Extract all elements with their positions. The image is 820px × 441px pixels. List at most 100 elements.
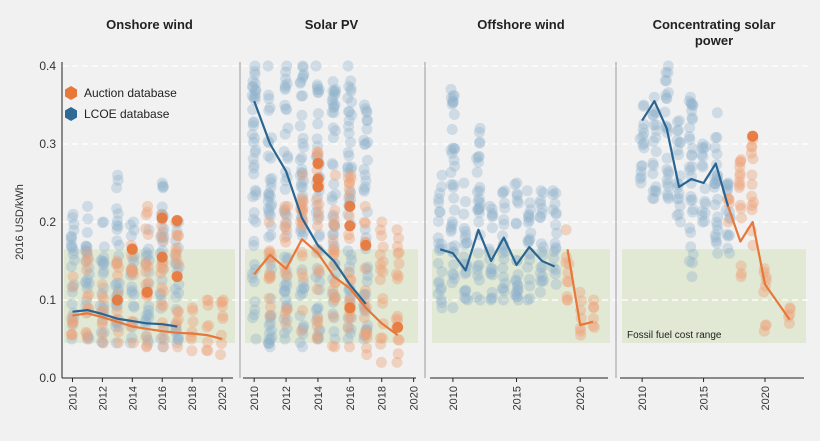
lcoe-point: [265, 293, 277, 305]
lcoe-point: [661, 163, 673, 175]
auction-point: [361, 349, 373, 361]
lcoe-point: [328, 326, 340, 338]
lcoe-point: [448, 179, 460, 191]
auction-point: [112, 326, 124, 338]
lcoe-point: [699, 198, 711, 210]
lcoe-point: [474, 122, 486, 134]
lcoe-point: [473, 216, 485, 228]
x-tick-label: 2010: [448, 386, 460, 410]
auction-point: [311, 148, 323, 160]
auction-point: [128, 269, 140, 281]
lcoe-point: [169, 283, 181, 295]
auction-point: [312, 147, 324, 159]
auction-point: [187, 316, 199, 328]
lcoe-point: [279, 203, 291, 215]
lcoe-point: [312, 140, 324, 152]
auction-point: [760, 320, 772, 332]
lcoe-point: [264, 341, 276, 353]
panel-title: Onshore wind: [106, 17, 193, 32]
lcoe-point: [549, 198, 561, 210]
lcoe-point: [497, 262, 509, 274]
lcoe-point: [265, 229, 277, 241]
auction-point: [392, 273, 404, 285]
lcoe-point: [295, 223, 307, 235]
lcoe-point: [648, 91, 660, 103]
lcoe-point: [345, 163, 357, 175]
lcoe-point: [247, 191, 259, 203]
x-tick-label: 2014: [127, 386, 139, 410]
auction-point: [329, 169, 341, 181]
lcoe-point: [447, 142, 459, 154]
lcoe-point: [294, 289, 306, 301]
lcoe-point: [98, 299, 110, 311]
lcoe-point: [326, 194, 338, 206]
lcoe-point: [329, 89, 341, 101]
x-tick-label: 2020: [575, 386, 587, 410]
lcoe-point: [343, 106, 355, 118]
lcoe-point: [110, 321, 122, 333]
lcoe-point: [498, 219, 510, 231]
lcoe-point: [169, 257, 181, 269]
lcoe-point: [647, 185, 659, 197]
auction-point: [281, 269, 293, 281]
lcoe-point: [674, 216, 686, 228]
lcoe-point: [98, 258, 110, 270]
lcoe-point: [313, 231, 325, 243]
lcoe-point: [673, 208, 685, 220]
lcoe-point: [498, 253, 510, 265]
lcoe-point: [459, 292, 471, 304]
lcoe-point: [524, 197, 536, 209]
lcoe-point: [687, 99, 699, 111]
lcoe-point: [157, 182, 169, 194]
x-tick-label: 2014: [313, 386, 325, 410]
auction-point: [186, 345, 198, 357]
lcoe-point: [535, 238, 547, 250]
lcoe-point: [534, 267, 546, 279]
lcoe-point: [126, 267, 138, 279]
auction-point: [360, 328, 372, 340]
lcoe-point: [298, 226, 310, 238]
lcoe-point: [66, 333, 78, 345]
lcoe-point: [432, 288, 444, 300]
lcoe-point: [448, 90, 460, 102]
lcoe-point: [511, 195, 523, 207]
auction-point: [264, 272, 276, 284]
lcoe-point: [248, 116, 260, 128]
auction-point: [359, 329, 371, 341]
lcoe-point: [156, 177, 168, 189]
auction-point: [156, 281, 168, 293]
lcoe-point: [712, 224, 724, 236]
panel-title: Offshore wind: [477, 17, 564, 32]
lcoe-point: [262, 195, 274, 207]
auction-point: [125, 265, 137, 277]
lcoe-point: [281, 104, 293, 116]
auction-point: [297, 196, 309, 208]
lcoe-point: [279, 333, 291, 345]
auction-point: [65, 328, 77, 340]
lcoe-point: [432, 257, 444, 269]
lcoe-point: [66, 319, 78, 331]
auction-point: [361, 342, 373, 354]
auction-point: [734, 168, 746, 180]
lcoe-point: [345, 85, 357, 97]
auction-line: [566, 249, 594, 327]
x-tick-label: 2012: [97, 386, 109, 410]
auction-point: [734, 155, 746, 167]
lcoe-point: [80, 255, 92, 267]
auction-point: [296, 192, 308, 204]
lcoe-point: [113, 239, 125, 251]
auction-point: [172, 230, 184, 242]
lcoe-point: [112, 283, 124, 295]
lcoe-point: [250, 84, 262, 96]
lcoe-point: [66, 212, 78, 224]
lcoe-point: [313, 267, 325, 279]
lcoe-point: [80, 278, 92, 290]
auction-point: [217, 310, 229, 322]
lcoe-point: [346, 254, 358, 266]
lcoe-point: [263, 93, 275, 105]
lcoe-point: [710, 132, 722, 144]
lcoe-point: [673, 115, 685, 127]
lcoe-point: [124, 337, 136, 349]
lcoe-point: [248, 168, 260, 180]
lcoe-point: [155, 231, 167, 243]
